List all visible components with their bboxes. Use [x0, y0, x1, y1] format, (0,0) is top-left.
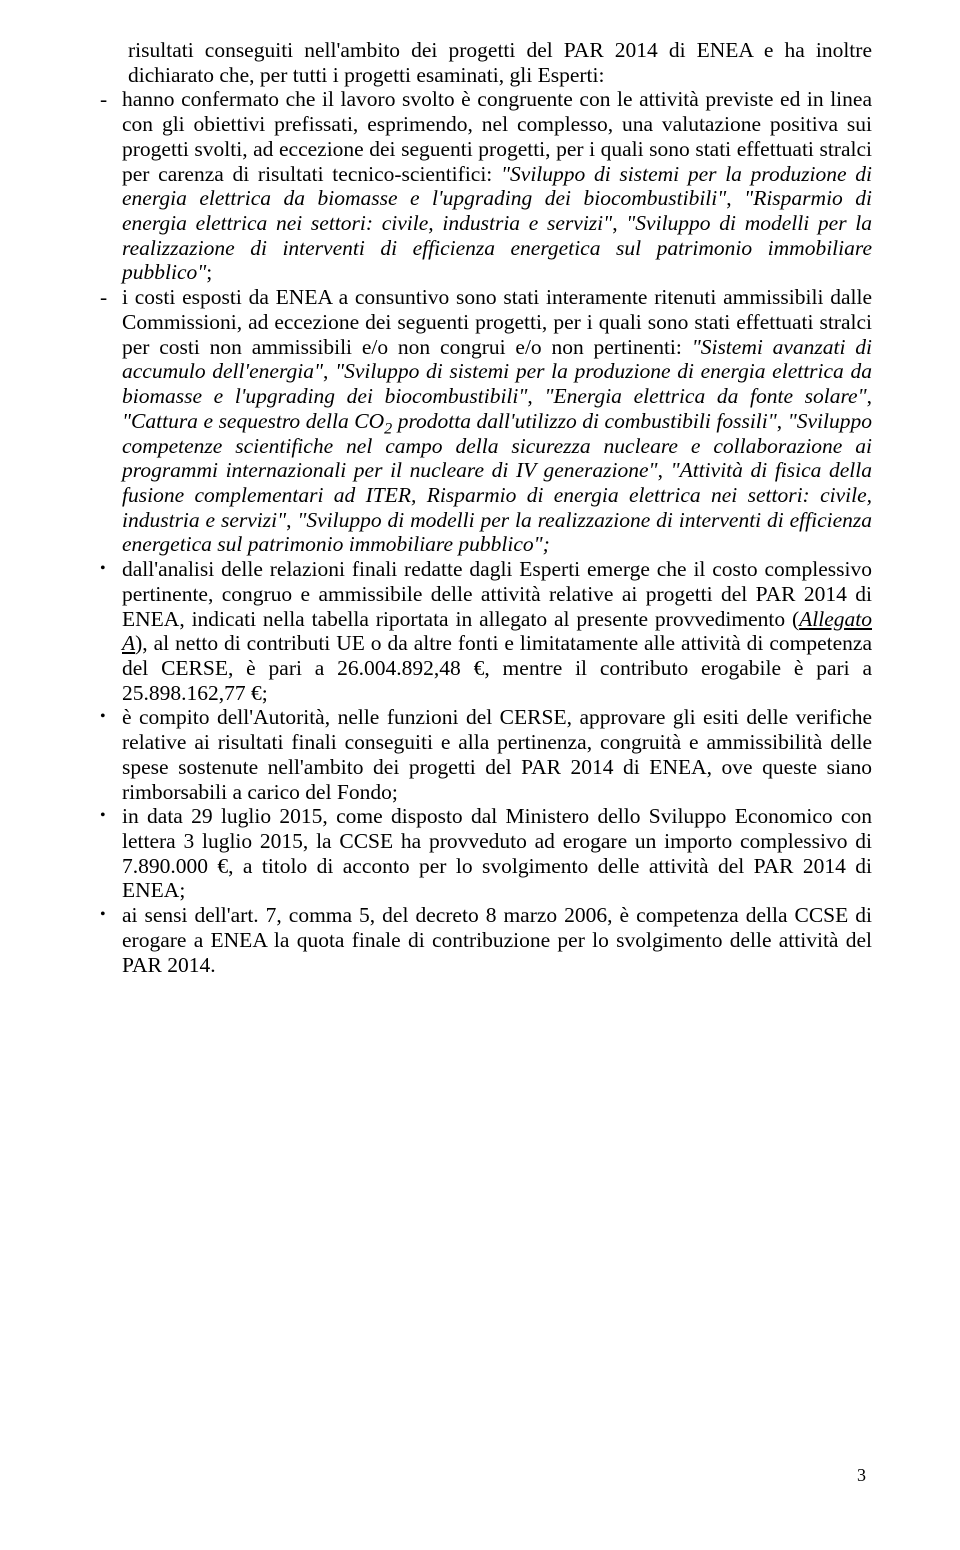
text-run: ), al netto di contributi UE o da altre …	[122, 631, 872, 704]
intro-paragraph: risultati conseguiti nell'ambito dei pro…	[128, 38, 872, 87]
page-number: 3	[857, 1465, 866, 1486]
document-page: risultati conseguiti nell'ambito dei pro…	[0, 0, 960, 1550]
text-run: prodotta dall'utilizzo di combustibili f…	[392, 409, 777, 433]
text-run: ,	[867, 384, 872, 408]
text-run: ,	[286, 508, 297, 532]
bullet-list-item: • ai sensi dell'art. 7, comma 5, del dec…	[100, 903, 872, 977]
dash-marker: -	[100, 285, 122, 557]
bullet-content: ai sensi dell'art. 7, comma 5, del decre…	[122, 903, 872, 977]
bullet-list-item: • è compito dell'Autorità, nelle funzion…	[100, 705, 872, 804]
bullet-list-item: • dall'analisi delle relazioni finali re…	[100, 557, 872, 705]
dash-marker: -	[100, 87, 122, 285]
text-run: in data 29 luglio 2015, come disposto da…	[122, 804, 872, 902]
intro-text: risultati conseguiti nell'ambito dei pro…	[128, 38, 872, 87]
italic-quote: "Cattura e sequestro della CO2 prodotta …	[122, 409, 777, 433]
text-run: ,	[323, 359, 335, 383]
bullet-list-item: • in data 29 luglio 2015, come disposto …	[100, 804, 872, 903]
bullet-marker: •	[100, 705, 122, 804]
text-run: "Cattura e sequestro della CO	[122, 409, 384, 433]
bullet-content: è compito dell'Autorità, nelle funzioni …	[122, 705, 872, 804]
dash-list-item: - hanno confermato che il lavoro svolto …	[100, 87, 872, 285]
text-run: ;	[206, 260, 212, 284]
bullet-marker: •	[100, 804, 122, 903]
text-run: è compito dell'Autorità, nelle funzioni …	[122, 705, 872, 803]
bullet-marker: •	[100, 903, 122, 977]
bullet-content: in data 29 luglio 2015, come disposto da…	[122, 804, 872, 903]
text-run: ,	[726, 186, 744, 210]
text-run: ai sensi dell'art. 7, comma 5, del decre…	[122, 903, 872, 976]
dash-content: i costi esposti da ENEA a consuntivo son…	[122, 285, 872, 557]
bullet-marker: •	[100, 557, 122, 705]
bullet-content: dall'analisi delle relazioni finali reda…	[122, 557, 872, 705]
dash-content: hanno confermato che il lavoro svolto è …	[122, 87, 872, 285]
text-run: dall'analisi delle relazioni finali reda…	[122, 557, 872, 630]
text-run: ,	[658, 458, 671, 482]
text-run: ,	[777, 409, 788, 433]
dash-list-item: - i costi esposti da ENEA a consuntivo s…	[100, 285, 872, 557]
italic-quote: "Energia elettrica da fonte solare"	[544, 384, 866, 408]
text-run: ,	[612, 211, 626, 235]
text-run: ,	[527, 384, 544, 408]
